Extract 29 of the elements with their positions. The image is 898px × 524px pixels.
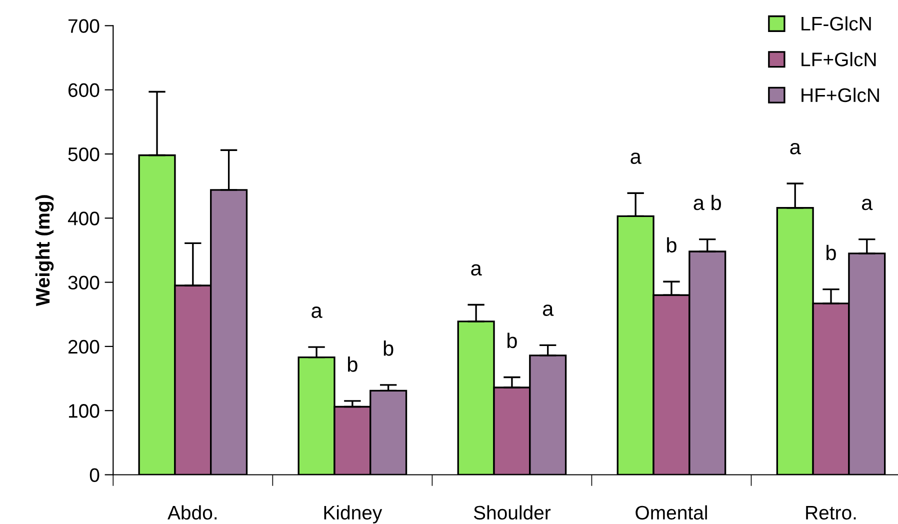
y-tick-label: 600	[68, 83, 100, 98]
data-label: b	[508, 332, 517, 348]
data-label: b	[826, 244, 836, 260]
x-tick-label: Omental	[636, 505, 707, 520]
y-tick-label: 0	[90, 468, 100, 482]
data-label: a	[312, 306, 322, 318]
data-label: a	[862, 198, 873, 210]
x-tick-label: Kidney	[324, 505, 382, 524]
y-tick-label: 100	[68, 404, 100, 418]
data-label: a	[471, 264, 482, 276]
y-tick-label: 200	[68, 340, 100, 354]
data-label: b	[348, 356, 358, 372]
legend-label: HF+GlcN	[802, 88, 879, 102]
y-axis-title: Weight (mg)	[35, 195, 54, 306]
y-tick-label: 400	[68, 212, 100, 226]
x-tick-label: Abdo.	[168, 505, 217, 520]
data-label: a	[630, 152, 642, 164]
legend-label: LF+GlcN	[802, 52, 876, 66]
data-label: b	[667, 237, 676, 253]
data-label: a	[542, 304, 554, 316]
x-tick-label: Retro.	[806, 506, 856, 520]
data-label: a	[790, 142, 801, 154]
data-label: a b	[694, 194, 721, 210]
data-label: b	[384, 340, 394, 356]
y-tick-label: 300	[68, 276, 100, 290]
y-tick-label: 500	[68, 147, 100, 162]
legend-label: LF-GlcN	[802, 16, 871, 31]
y-tick-label: 700	[68, 19, 100, 33]
x-tick-label: Shoulder	[474, 505, 551, 520]
